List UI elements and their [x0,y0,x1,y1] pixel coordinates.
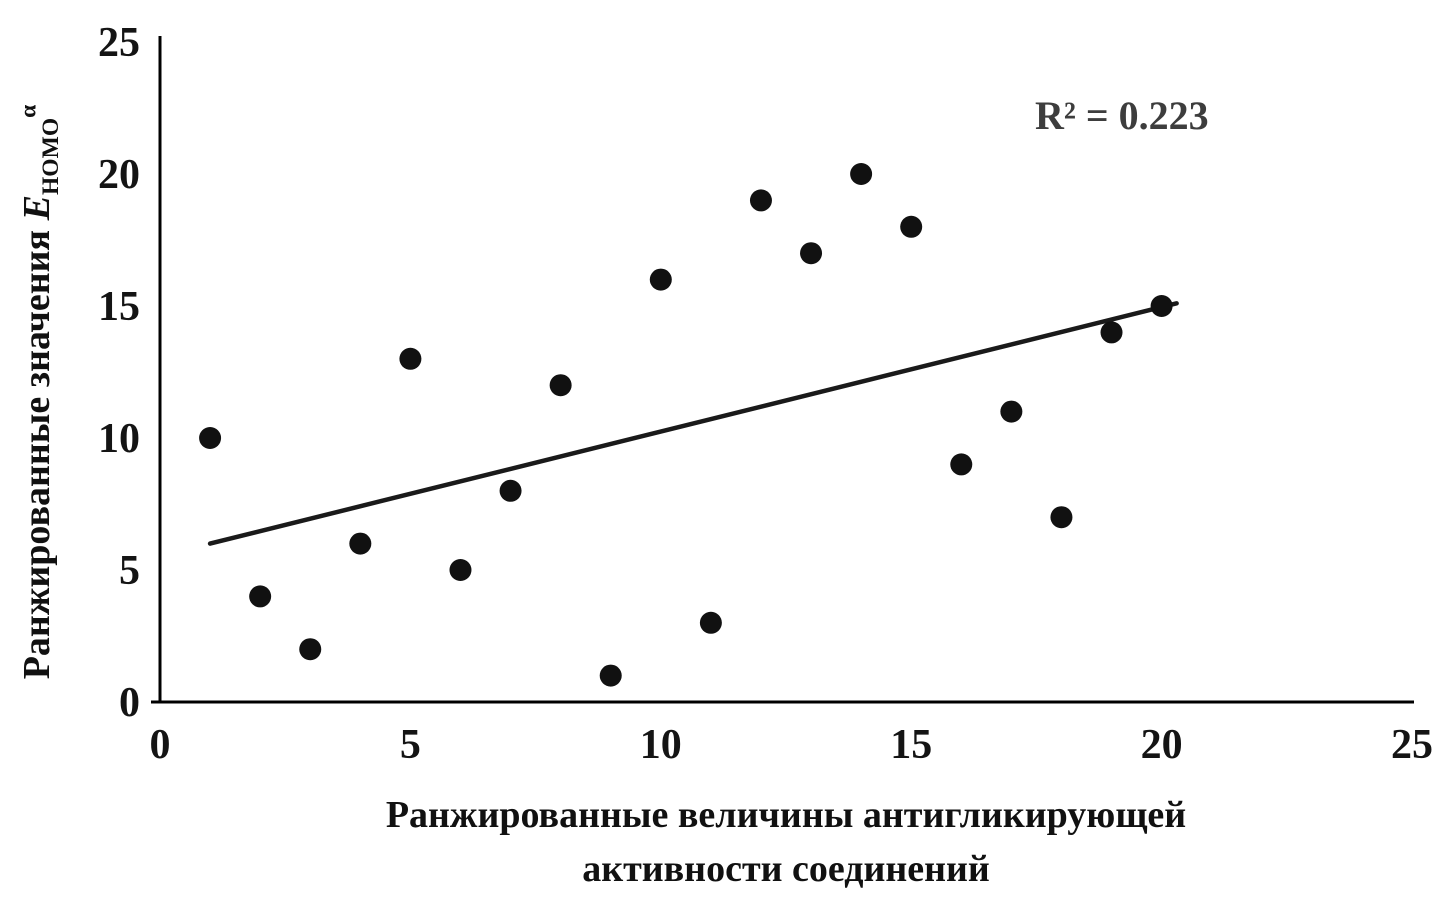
data-point [749,189,772,212]
x-tick-label: 5 [400,722,421,768]
data-point [850,163,873,185]
data-point [449,559,472,581]
x-tick-label: 25 [1391,722,1433,768]
data-point [599,664,622,687]
y-tick-label: 0 [119,680,140,726]
data-point [549,374,572,397]
y-tick-label: 25 [98,20,140,66]
data-point [950,453,973,476]
data-point [1100,321,1123,344]
data-point [199,427,222,449]
data-point [299,638,322,661]
trend-line [207,301,1179,546]
r-squared-annotation: R² = 0.223 [1035,93,1209,138]
data-point [900,215,923,238]
y-tick-label: 10 [98,416,140,462]
y-tick-label: 15 [98,284,140,330]
x-tick-label: 10 [640,722,682,768]
data-point [649,268,672,291]
x-tick-label: 15 [890,722,932,768]
x-tick-label: 20 [1141,722,1183,768]
data-point [699,611,722,634]
data-point [1150,295,1173,317]
data-point [1000,400,1023,423]
x-tick-label: 0 [150,722,171,768]
y-tick-label: 5 [119,548,140,594]
y-tick-label: 20 [98,152,140,198]
data-point [249,585,272,608]
data-point [800,242,823,265]
x-axis-title: Ранжированные величины антигликирующей а… [160,788,1412,896]
data-point [499,479,522,502]
data-point [1050,506,1073,529]
x-axis-title-line1: Ранжированные величины антигликирующей [385,794,1187,836]
data-point [349,532,372,555]
data-point [399,347,422,370]
x-axis-title-line2: активности соединений [582,848,990,890]
